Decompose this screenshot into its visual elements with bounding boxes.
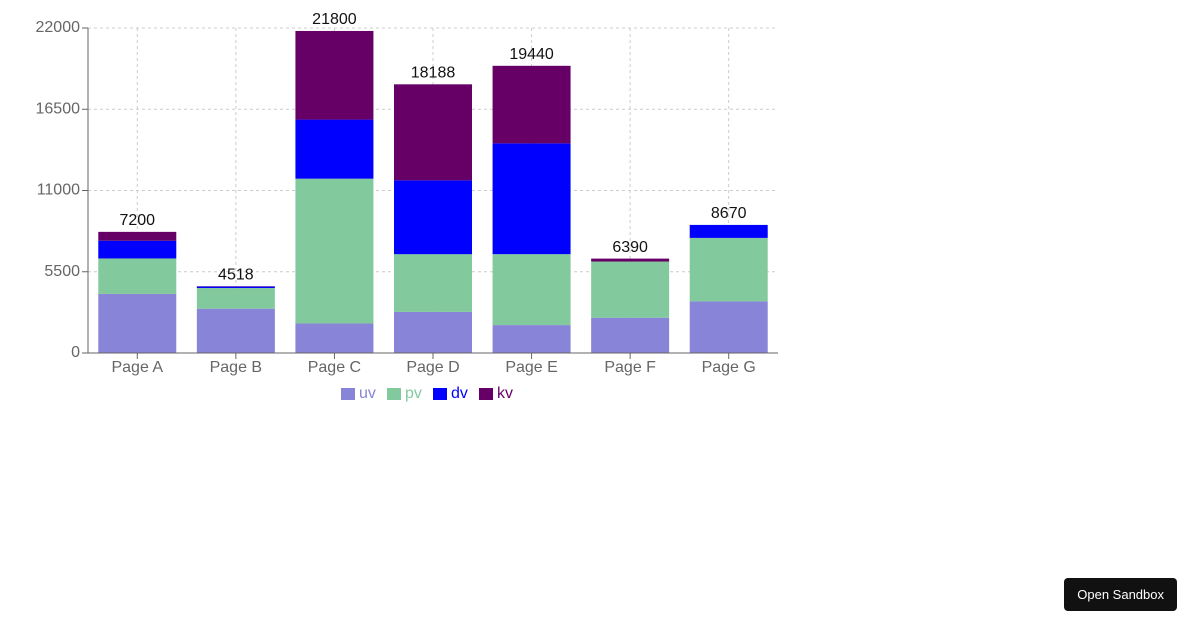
bar-segment (394, 254, 472, 312)
bar-segment (295, 323, 374, 353)
bar-segment (196, 308, 275, 353)
bar-segment (492, 254, 571, 326)
bar-label: 8670 (711, 205, 747, 222)
bar-label: 7200 (119, 212, 155, 229)
bar-segment (689, 224, 768, 238)
y-tick-label: 16500 (36, 100, 81, 117)
legend-label: kv (497, 385, 513, 402)
bar-label: 21800 (312, 11, 357, 28)
open-sandbox-button[interactable]: Open Sandbox (1064, 578, 1177, 611)
legend-swatch (341, 388, 355, 400)
bar-segment (492, 325, 571, 353)
bar-segment (591, 317, 670, 353)
bar-segment (492, 65, 571, 144)
y-tick-label: 5500 (44, 263, 80, 280)
bar-segment (394, 84, 472, 181)
bar-label: 18188 (411, 65, 456, 82)
bar-segment (98, 240, 177, 259)
bar-segment (591, 261, 670, 318)
bar-segment (591, 258, 670, 262)
bar-segment (689, 237, 768, 302)
bar-segment (98, 231, 177, 241)
legend-label: dv (451, 385, 468, 402)
x-tick-label: Page E (505, 359, 557, 376)
legend-label: pv (405, 385, 422, 402)
bar-segment (196, 288, 275, 309)
bar-label: 6390 (612, 239, 648, 256)
bar-segment (295, 30, 374, 120)
x-tick-label: Page D (406, 359, 459, 376)
bar-segment (196, 286, 275, 289)
bar-segment (492, 143, 571, 255)
bar-label: 4518 (218, 266, 254, 283)
y-tick-label: 22000 (36, 19, 81, 36)
x-tick-label: Page C (308, 359, 361, 376)
bar-segment (394, 180, 472, 255)
bar-segment (394, 311, 472, 353)
legend-swatch (387, 388, 401, 400)
x-tick-label: Page B (210, 359, 262, 376)
bar-segment (689, 301, 768, 353)
x-tick-label: Page F (604, 359, 656, 376)
x-tick-label: Page A (111, 359, 163, 376)
bar-segment (98, 293, 177, 353)
x-tick-label: Page G (702, 359, 756, 376)
legend-swatch (479, 388, 493, 400)
y-tick-label: 11000 (37, 182, 80, 199)
bar-segment (295, 119, 374, 179)
bar-label: 19440 (509, 46, 554, 63)
y-tick-label: 0 (71, 344, 80, 361)
bar-segment (98, 258, 177, 294)
bar-segment (295, 178, 374, 324)
legend-swatch (433, 388, 447, 400)
legend-label: uv (359, 385, 376, 402)
